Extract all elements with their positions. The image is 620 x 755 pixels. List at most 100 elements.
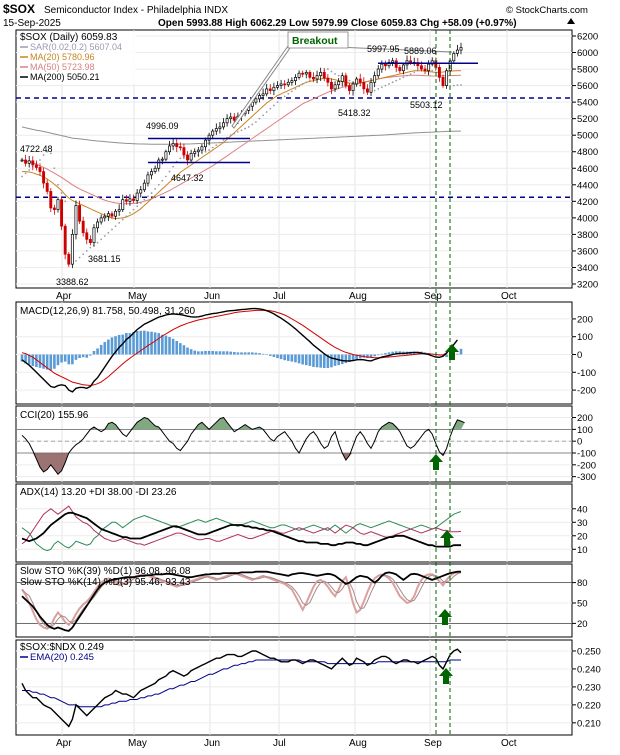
- macd-histogram-bar: [110, 337, 114, 355]
- macd-histogram-bar: [186, 347, 189, 355]
- candle-body: [146, 174, 150, 184]
- sar-dot: [154, 188, 157, 190]
- sar-dot: [308, 79, 311, 82]
- sar-dot: [165, 175, 167, 178]
- candle-body: [132, 198, 135, 201]
- plot-layer: [16, 30, 572, 735]
- candle-body: [365, 88, 369, 93]
- panel-frame-relative: [15, 639, 573, 736]
- macd-histogram-bar: [78, 354, 81, 359]
- relative-ema-label: EMA(20) 0.245: [30, 652, 94, 663]
- sar-dot: [334, 73, 336, 75]
- candle-body: [150, 171, 153, 176]
- sar-dot: [136, 205, 139, 208]
- macd-histogram-bar: [384, 353, 387, 355]
- macd-histogram-bar: [35, 354, 38, 367]
- macd-histogram-bar: [250, 352, 254, 355]
- sar-dot: [298, 85, 300, 88]
- breakout-label: Breakout: [292, 35, 338, 47]
- macd-histogram-bar: [340, 354, 344, 365]
- candle-body: [124, 199, 128, 202]
- candle-body: [290, 80, 294, 83]
- sar-dot: [305, 81, 308, 84]
- macd-histogram-bar: [85, 354, 89, 358]
- macd-histogram-bar: [49, 354, 53, 371]
- y-tick-label: 20: [577, 531, 588, 542]
- legend-entry: MA(20) 5780.96: [30, 52, 95, 62]
- sar-dot: [168, 170, 171, 173]
- y-tick-label: 5000: [577, 131, 598, 142]
- candle-body: [301, 72, 305, 75]
- sar-dot: [416, 69, 419, 72]
- macd-histogram-bar: [211, 350, 215, 355]
- sar-dot: [132, 208, 135, 211]
- sar-dot: [388, 83, 390, 85]
- y-tick-label: 10: [577, 545, 588, 556]
- macd-histogram-bar: [268, 354, 272, 356]
- y-tick-label: 0: [577, 350, 582, 361]
- y-tick-label: 0.250: [577, 646, 601, 657]
- macd-histogram-bar: [272, 354, 276, 357]
- candle-body: [452, 53, 456, 62]
- price-title: $SOX (Daily) 6059.83: [20, 32, 118, 43]
- brand-text: © StockCharts.com: [506, 5, 588, 16]
- x-tick-label: Jun: [204, 291, 220, 302]
- candle-body: [160, 158, 164, 161]
- macd-histogram-bar: [53, 354, 56, 369]
- y-tick-label: -300: [577, 472, 596, 483]
- relative-ema-line: [22, 659, 461, 708]
- candle-body: [142, 182, 146, 191]
- sar-dot: [103, 235, 106, 237]
- sar-dot: [118, 221, 121, 224]
- panel-frame-cci: [15, 405, 573, 483]
- macd-histogram-bar: [153, 332, 157, 355]
- ma200-line: [21, 126, 461, 145]
- x-tick-label: May: [128, 291, 147, 302]
- panel-frame-adx: [15, 483, 573, 563]
- stochastic-fast-d-line: [21, 571, 462, 630]
- sar-dot: [258, 117, 261, 120]
- adx-line: [21, 511, 461, 548]
- candle-body: [31, 160, 35, 166]
- macd-histogram-bar: [445, 354, 448, 357]
- sar-dot: [406, 74, 408, 77]
- candle-body: [38, 167, 42, 172]
- macd-histogram-bar: [312, 354, 315, 367]
- macd-histogram-bar: [189, 349, 193, 355]
- sar-dot: [89, 246, 92, 249]
- macd-histogram-bar: [45, 354, 49, 370]
- candle-body: [276, 85, 279, 88]
- candle-body: [186, 154, 189, 161]
- y-tick-label: 3600: [577, 246, 598, 257]
- macd-histogram-bar: [42, 354, 45, 369]
- sar-dot: [24, 172, 27, 175]
- macd-histogram-bar: [330, 354, 333, 368]
- macd-histogram-bar: [283, 354, 286, 361]
- sar-dot: [75, 259, 77, 262]
- ma20-line: [22, 70, 462, 220]
- axis-ticks: [572, 35, 576, 724]
- macd-histogram-bar: [182, 345, 186, 355]
- candle-body: [437, 67, 441, 78]
- macd-histogram-bar: [71, 354, 74, 365]
- candle-body: [308, 72, 312, 78]
- candle-body: [283, 83, 287, 86]
- candle-body: [81, 220, 85, 234]
- candle-body: [312, 76, 315, 80]
- x-tick-label: Jul: [273, 738, 286, 749]
- candle-body: [103, 215, 107, 219]
- candle-body: [27, 160, 31, 164]
- triangle-up-icon: [567, 18, 575, 24]
- candle-body: [49, 191, 53, 209]
- sar-dot: [222, 139, 225, 142]
- macd-histogram-bar: [139, 330, 143, 355]
- macd-histogram-bar: [265, 354, 268, 355]
- sar-dot: [147, 195, 149, 198]
- sar-dot: [395, 79, 398, 82]
- candle-body: [423, 68, 427, 72]
- x-tick-label: Oct: [501, 738, 517, 749]
- macd-histogram-bar: [107, 339, 110, 355]
- signal-arrow-up-icon: [438, 609, 452, 625]
- macd-histogram-bar: [348, 354, 351, 362]
- macd-histogram-bar: [103, 342, 107, 355]
